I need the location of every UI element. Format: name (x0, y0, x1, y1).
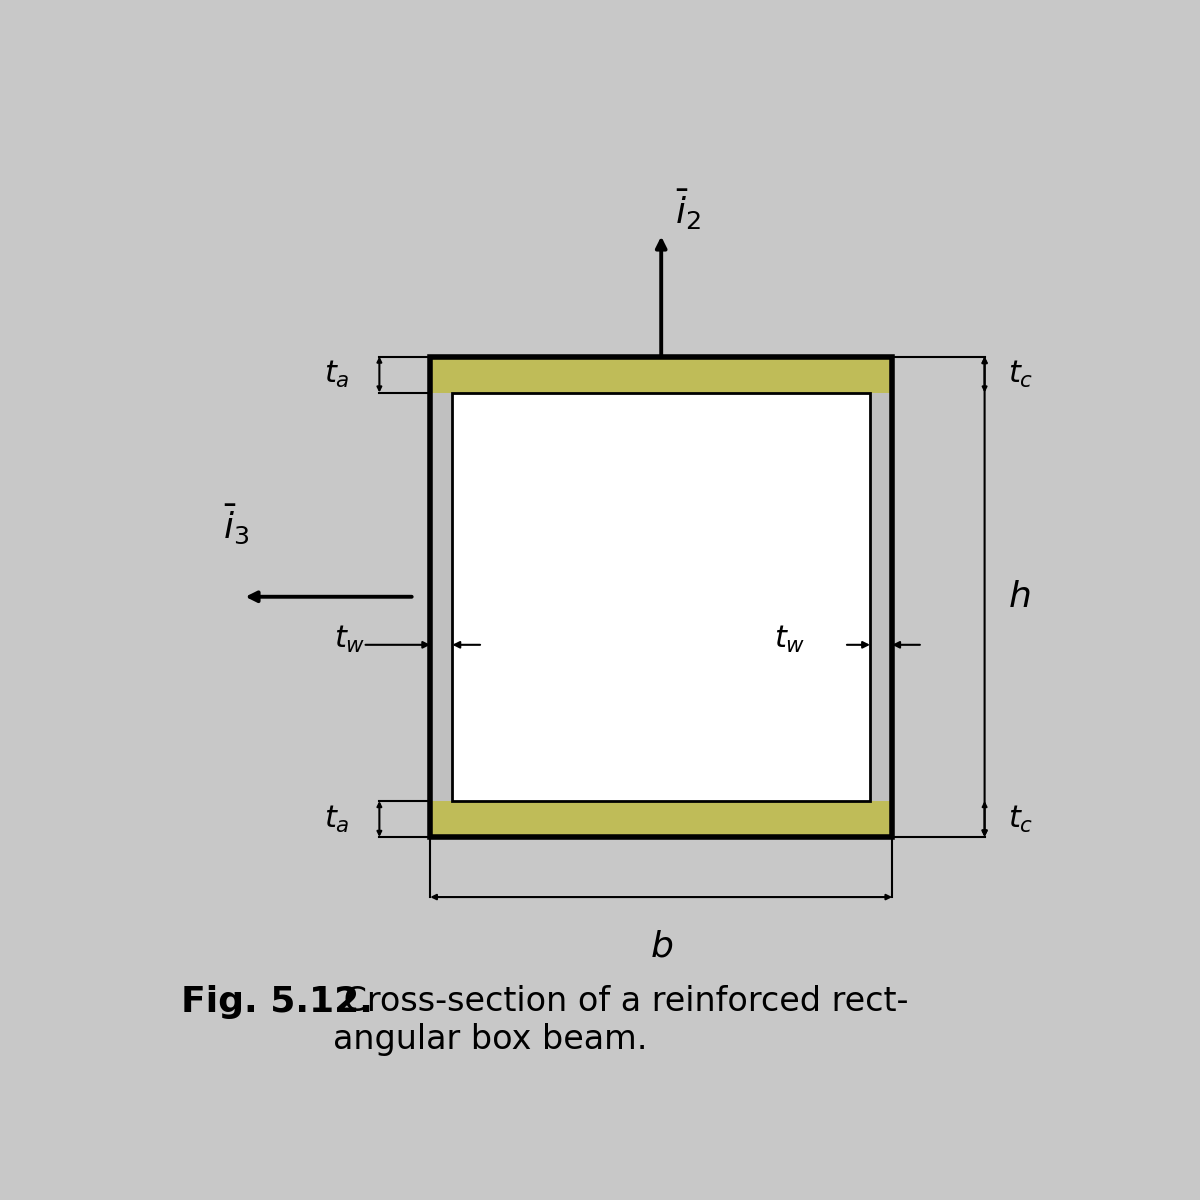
Bar (431, 800, 893, 838)
Text: $b$: $b$ (649, 929, 673, 964)
Text: $\bar{i}_2$: $\bar{i}_2$ (676, 187, 701, 232)
Text: $\bar{i}_3$: $\bar{i}_3$ (223, 503, 250, 546)
Text: $h$: $h$ (1008, 580, 1030, 613)
Bar (431, 392, 452, 800)
Text: $t_a$: $t_a$ (324, 359, 350, 390)
Text: $t_c$: $t_c$ (1008, 359, 1033, 390)
Bar (870, 392, 893, 800)
Text: Cross-section of a reinforced rect-
angular box beam.: Cross-section of a reinforced rect- angu… (334, 985, 908, 1056)
Text: Fig. 5.12.: Fig. 5.12. (181, 985, 372, 1019)
Bar (452, 392, 870, 800)
Bar (431, 356, 893, 838)
Text: $t_w$: $t_w$ (774, 624, 805, 655)
Text: $t_a$: $t_a$ (324, 804, 350, 834)
Bar (431, 356, 893, 392)
Text: $t_w$: $t_w$ (334, 624, 366, 655)
Text: $t_c$: $t_c$ (1008, 804, 1033, 834)
Bar (452, 392, 870, 800)
